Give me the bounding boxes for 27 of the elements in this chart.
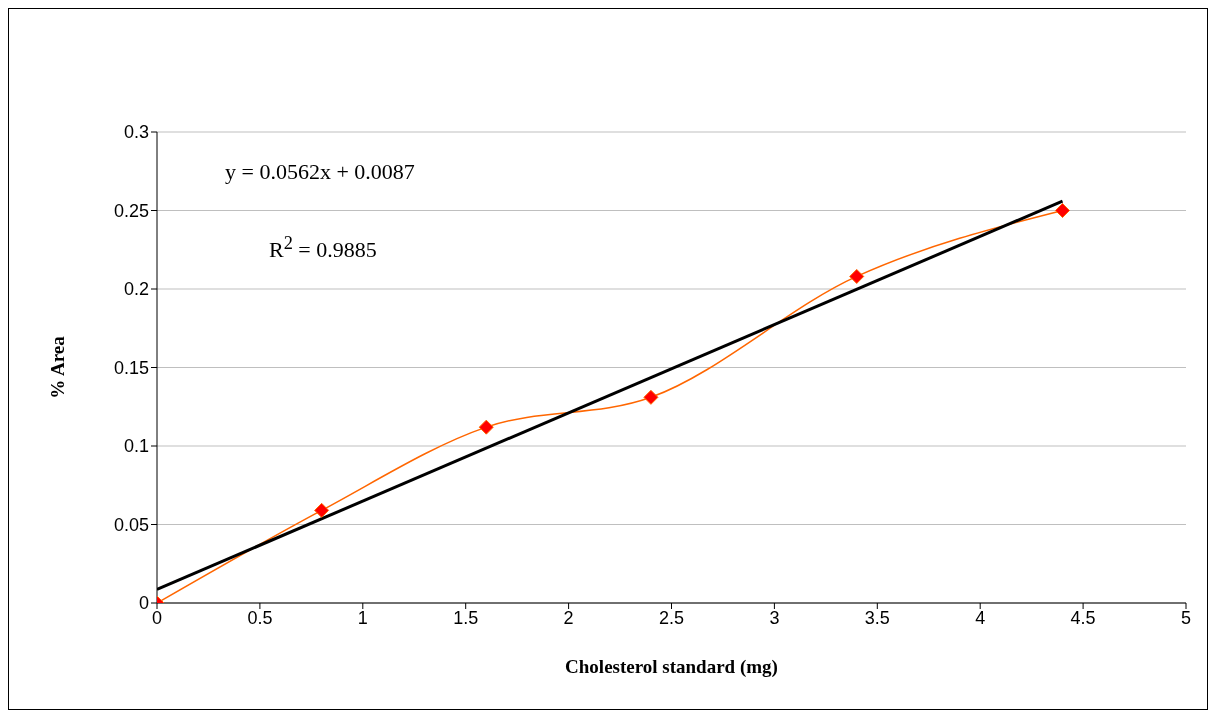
x-tick-label: 2 — [563, 607, 574, 628]
point — [314, 502, 330, 518]
y-axis-title: % Area — [46, 335, 68, 399]
point — [643, 389, 659, 405]
x-tick-label: 1 — [357, 607, 368, 628]
x-tick-label: 4 — [975, 607, 986, 628]
annotation: R$^{2}$ = 0.9885 — [269, 233, 377, 264]
x-tick-label: 0.5 — [247, 607, 273, 628]
x-tick-label: 0 — [151, 607, 163, 628]
y-tick-label: 0.05 — [113, 514, 149, 535]
y-tick-label: 0.25 — [113, 200, 149, 221]
point — [1055, 203, 1071, 218]
x-tick-label: 5 — [1180, 607, 1192, 628]
point — [849, 268, 865, 284]
y-tick-label: 0.15 — [113, 357, 149, 378]
x-tick-label: 2.5 — [658, 607, 685, 628]
x-tick-label: 1.5 — [453, 607, 479, 628]
annotation: y = 0.0562x + 0.0087 — [225, 159, 415, 185]
x-tick-label: 4.5 — [1070, 607, 1096, 628]
x-axis-title: Cholesterol standard (mg) — [565, 656, 778, 678]
y-tick-label: 0.3 — [123, 122, 149, 143]
y-tick-label: 0.1 — [123, 436, 149, 457]
point — [478, 419, 494, 435]
x-tick-label: 3.5 — [864, 607, 890, 628]
y-tick-label: 0 — [138, 593, 149, 614]
y-tick-label: 0.2 — [123, 279, 149, 300]
x-tick-label: 3 — [769, 607, 780, 628]
